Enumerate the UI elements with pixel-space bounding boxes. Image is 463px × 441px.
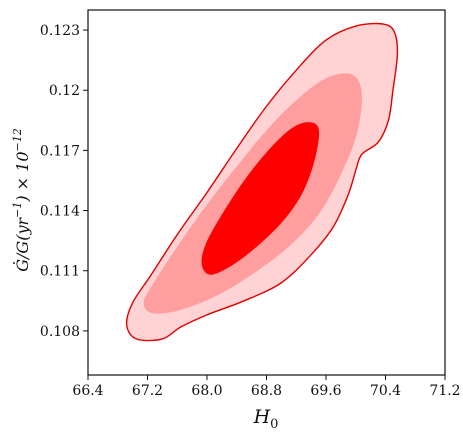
x-tick-label: 67.2 [132,383,163,399]
x-tick-label: 66.4 [72,383,103,399]
x-tick-label: 71.2 [429,383,460,399]
x-tick-label: 69.6 [310,383,341,399]
y-axis-ticks: 0.108 0.111 0.114 0.117 0.12 0.123 [40,23,88,340]
y-tick-label: 0.123 [40,23,80,39]
y-tick-label: 0.111 [40,264,80,280]
x-tick-label: 68.8 [251,383,282,399]
y-tick-label: 0.108 [40,324,80,340]
x-tick-label: 68.0 [191,383,222,399]
y-tick-label: 0.117 [40,143,80,159]
y-axis-label: Ġ/G(yr−1) × 10−12 [11,128,32,272]
contour-layer [125,22,399,342]
contour-inner [201,122,320,275]
x-axis-ticks: 66.4 67.2 68.0 68.8 69.6 70.4 71.2 [72,375,461,399]
y-tick-label: 0.12 [49,83,80,99]
x-axis-label: H0 [253,406,279,432]
y-tick-label: 0.114 [40,204,80,220]
x-tick-label: 70.4 [370,383,401,399]
